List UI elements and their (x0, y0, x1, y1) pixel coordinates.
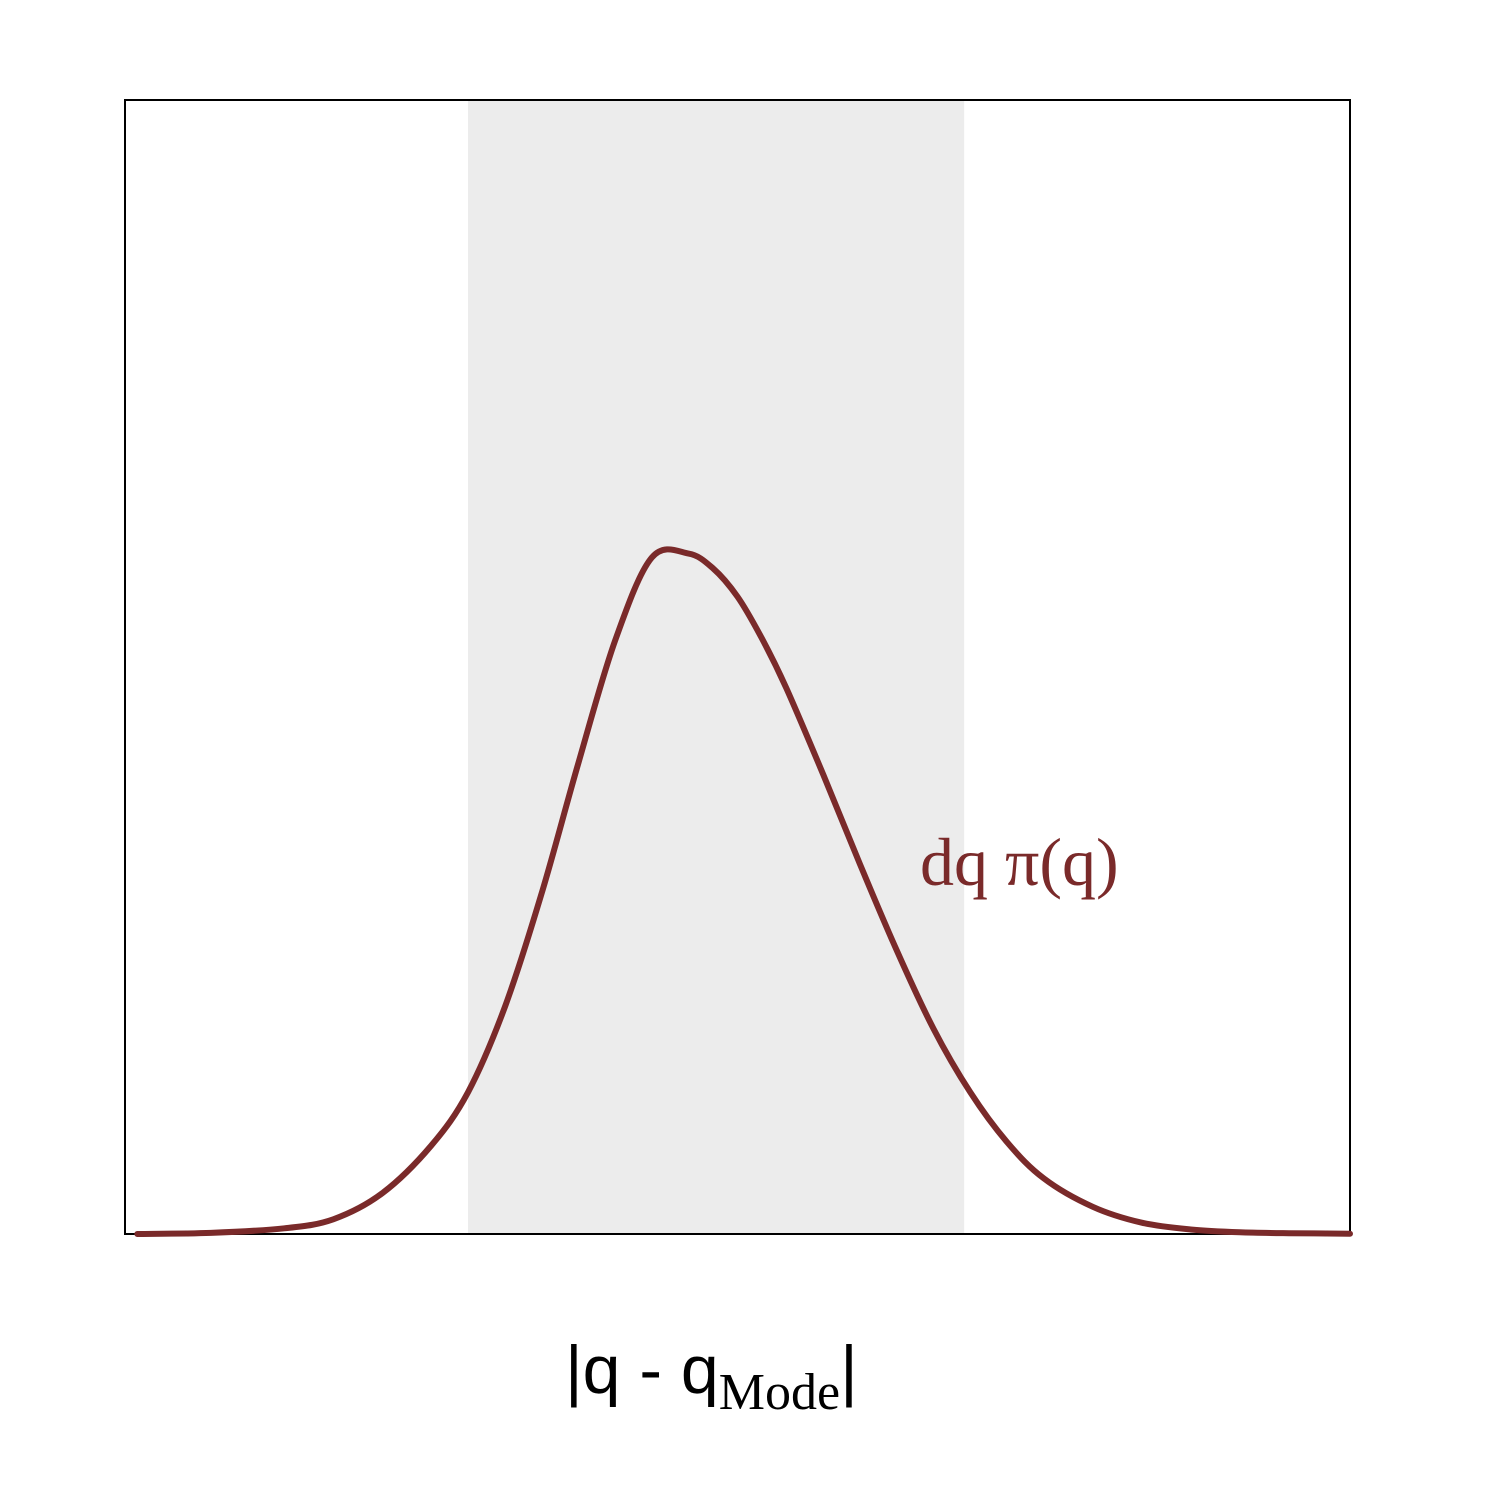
x-axis-label-subscript: Mode (719, 1364, 840, 1421)
highlight-band (468, 100, 965, 1234)
x-axis-label-suffix: | (840, 1332, 858, 1408)
plot-frame (124, 99, 1351, 1235)
density-curve (134, 546, 1353, 1237)
x-axis-label-prefix: |q - q (565, 1332, 719, 1408)
curve-label: dq π(q) (920, 824, 1119, 900)
x-axis-label: |q - qMode| (565, 1332, 858, 1421)
